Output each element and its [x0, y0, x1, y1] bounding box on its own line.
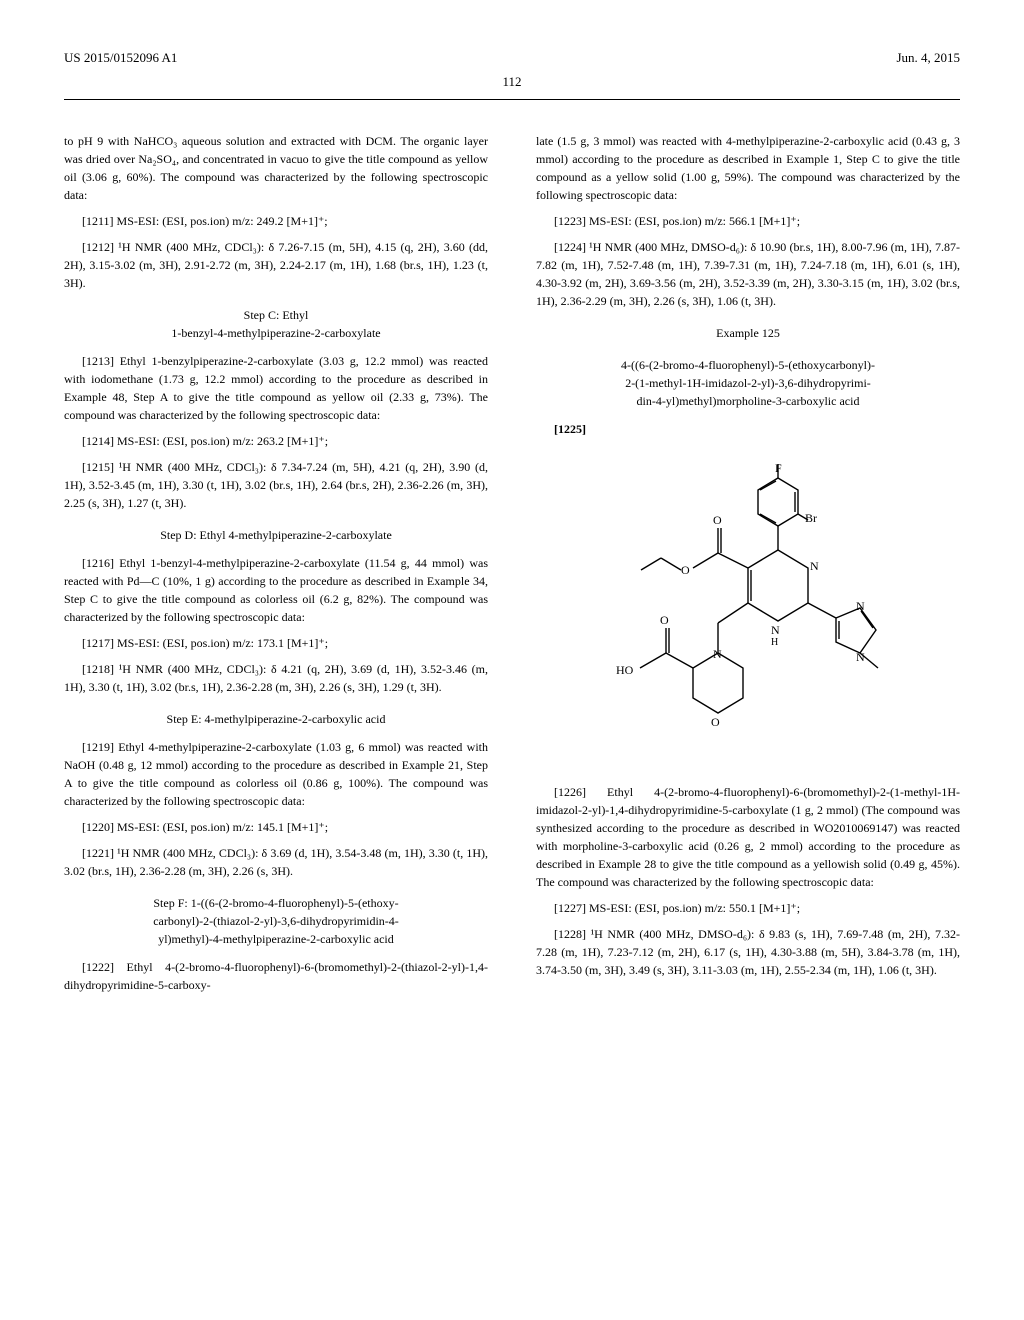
label-Omorph: O [711, 715, 720, 729]
para-1215: [1215] ¹H NMR (400 MHz, CDCl₃): δ 7.34-7… [64, 458, 488, 512]
para-1213: [1213] Ethyl 1-benzylpiperazine-2-carbox… [64, 352, 488, 424]
para-1223: [1223] MS-ESI: (ESI, pos.ion) m/z: 566.1… [536, 212, 960, 230]
label-N3: N [856, 599, 865, 613]
publication-date: Jun. 4, 2015 [896, 48, 960, 68]
para-1225: [1225] [536, 420, 960, 438]
ex125-name-l2: 2-(1-methyl-1H-imidazol-2-yl)-3,6-dihydr… [625, 376, 871, 390]
label-N1: N [810, 559, 819, 573]
page-number: 112 [64, 72, 960, 92]
right-column: late (1.5 g, 3 mmol) was reacted with 4-… [536, 132, 960, 1002]
example-125-name: 4-((6-(2-bromo-4-fluorophenyl)-5-(ethoxy… [536, 356, 960, 410]
step-f-title: Step F: 1-((6-(2-bromo-4-fluorophenyl)-5… [64, 894, 488, 948]
ex125-name-l1: 4-((6-(2-bromo-4-fluorophenyl)-5-(ethoxy… [621, 358, 875, 372]
para-1216: [1216] Ethyl 1-benzyl-4-methylpiperazine… [64, 554, 488, 626]
ex125-name-l3: din-4-yl)methyl)morpholine-3-carboxylic … [637, 394, 860, 408]
step-d-title: Step D: Ethyl 4-methylpiperazine-2-carbo… [64, 526, 488, 544]
label-N4: N [856, 650, 865, 664]
example-125-heading: Example 125 [536, 324, 960, 342]
step-e-title: Step E: 4-methylpiperazine-2-carboxylic … [64, 710, 488, 728]
label-O2: O [681, 563, 690, 577]
label-Nmorph: N [713, 647, 722, 661]
para-1227: [1227] MS-ESI: (ESI, pos.ion) m/z: 550.1… [536, 899, 960, 917]
content-columns: to pH 9 with NaHCO₃ aqueous solution and… [64, 132, 960, 1002]
label-HO: HO [616, 663, 634, 677]
step-c-title: Step C: Ethyl 1-benzyl-4-methylpiperazin… [64, 306, 488, 342]
page-header: US 2015/0152096 A1 Jun. 4, 2015 [64, 48, 960, 68]
label-N2: N [771, 623, 780, 637]
para-1221: [1221] ¹H NMR (400 MHz, CDCl₃): δ 3.69 (… [64, 844, 488, 880]
step-f-line2: carbonyl)-2-(thiazol-2-yl)-3,6-dihydropy… [153, 914, 399, 928]
step-c-line2: 1-benzyl-4-methylpiperazine-2-carboxylat… [171, 326, 380, 340]
continuation-para: to pH 9 with NaHCO₃ aqueous solution and… [64, 132, 488, 204]
step-f-line3: yl)methyl)-4-methylpiperazine-2-carboxyl… [158, 932, 394, 946]
continuation-para-r: late (1.5 g, 3 mmol) was reacted with 4-… [536, 132, 960, 204]
label-Oacid: O [660, 613, 669, 627]
publication-number: US 2015/0152096 A1 [64, 48, 177, 68]
para-1212: [1212] ¹H NMR (400 MHz, CDCl₃): δ 7.26-7… [64, 238, 488, 292]
para-1220: [1220] MS-ESI: (ESI, pos.ion) m/z: 145.1… [64, 818, 488, 836]
para-1226: [1226] Ethyl 4-(2-bromo-4-fluorophenyl)-… [536, 783, 960, 891]
para-1214: [1214] MS-ESI: (ESI, pos.ion) m/z: 263.2… [64, 432, 488, 450]
label-H: H [771, 637, 778, 648]
para-1217: [1217] MS-ESI: (ESI, pos.ion) m/z: 173.1… [64, 634, 488, 652]
para-1222: [1222] Ethyl 4-(2-bromo-4-fluorophenyl)-… [64, 958, 488, 994]
label-O1: O [713, 513, 722, 527]
para-1211: [1211] MS-ESI: (ESI, pos.ion) m/z: 249.2… [64, 212, 488, 230]
step-f-line1: Step F: 1-((6-(2-bromo-4-fluorophenyl)-5… [153, 896, 398, 910]
para-1219: [1219] Ethyl 4-methylpiperazine-2-carbox… [64, 738, 488, 810]
left-column: to pH 9 with NaHCO₃ aqueous solution and… [64, 132, 488, 1002]
label-Br: Br [805, 511, 817, 525]
para-1218: [1218] ¹H NMR (400 MHz, CDCl₃): δ 4.21 (… [64, 660, 488, 696]
structure-svg: F Br N N H O O [598, 458, 898, 758]
chemical-structure: F Br N N H O O [536, 458, 960, 763]
para-1224: [1224] ¹H NMR (400 MHz, DMSO-d₆): δ 10.9… [536, 238, 960, 310]
header-rule [64, 99, 960, 100]
para-1228: [1228] ¹H NMR (400 MHz, DMSO-d₆): δ 9.83… [536, 925, 960, 979]
step-c-line1: Step C: Ethyl [244, 308, 309, 322]
